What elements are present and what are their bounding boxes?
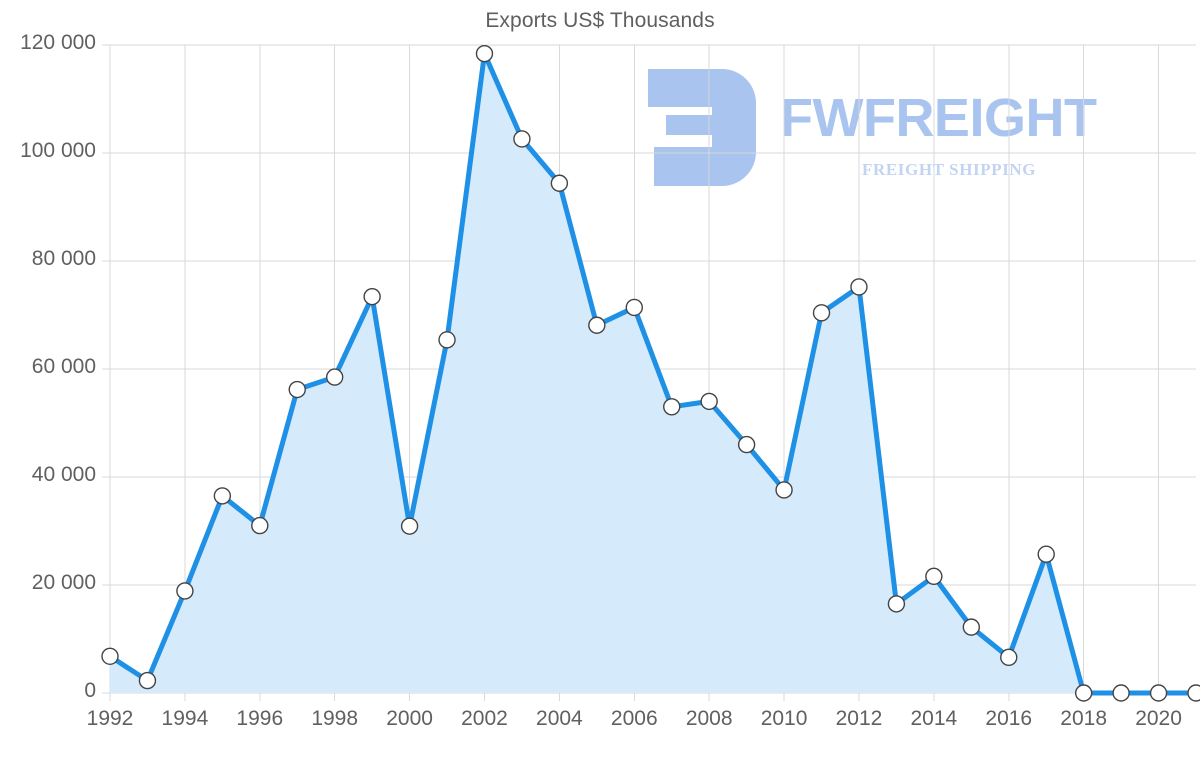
data-point[interactable] <box>550 174 569 192</box>
data-point[interactable] <box>325 368 344 386</box>
y-axis-tick-label: 40 000 <box>31 463 96 486</box>
data-point[interactable] <box>513 130 531 148</box>
area-fill <box>110 53 1196 693</box>
data-point[interactable] <box>176 582 194 600</box>
data-point[interactable] <box>1149 684 1168 702</box>
data-point[interactable] <box>925 567 943 586</box>
x-axis-tick-label: 1992 <box>86 707 134 730</box>
x-axis-tick-label: 2002 <box>461 707 508 730</box>
x-axis-tick-label: 2014 <box>910 707 958 730</box>
data-point[interactable] <box>812 304 831 322</box>
x-axis-tick-label: 2010 <box>760 707 808 730</box>
data-point[interactable] <box>663 398 681 416</box>
y-axis-tick-label: 0 <box>84 679 96 702</box>
x-axis-tick-label: 2012 <box>835 707 883 730</box>
data-point[interactable] <box>363 287 381 306</box>
x-axis-tick-label: 2016 <box>985 707 1033 730</box>
data-point[interactable] <box>475 44 494 63</box>
data-point[interactable] <box>1187 684 1200 702</box>
data-point[interactable] <box>1074 684 1093 702</box>
data-line <box>107 51 1199 696</box>
data-point[interactable] <box>138 671 157 690</box>
x-axis-tick-label: 1998 <box>311 707 359 730</box>
y-axis-tick-label: 60 000 <box>31 355 96 378</box>
x-axis-tick-label: 2004 <box>536 707 583 730</box>
x-axis-tick-label: 2000 <box>386 707 433 730</box>
data-point[interactable] <box>400 517 419 535</box>
data-point[interactable] <box>625 298 643 317</box>
data-point[interactable] <box>850 278 868 296</box>
data-point[interactable] <box>213 487 232 505</box>
x-axis-tick-label: 1994 <box>161 707 209 730</box>
x-axis-tick-label: 1996 <box>236 707 284 730</box>
data-point[interactable] <box>1037 545 1055 563</box>
data-markers <box>101 44 1200 702</box>
data-point[interactable] <box>700 392 718 411</box>
x-axis-tick-label: 2006 <box>610 707 658 730</box>
data-point[interactable] <box>1000 648 1018 667</box>
x-axis-tick-label: 2008 <box>685 707 733 730</box>
data-point[interactable] <box>588 316 606 334</box>
y-axis-tick-label: 100 000 <box>20 139 96 162</box>
x-axis-tick-label: 2018 <box>1060 707 1107 730</box>
y-axis-tick-label: 20 000 <box>31 571 96 594</box>
data-point[interactable] <box>962 618 981 636</box>
data-point[interactable] <box>288 380 306 399</box>
y-axis-tick-label: 120 000 <box>20 31 96 54</box>
data-point[interactable] <box>251 516 269 535</box>
chart-title: Exports US$ Thousands <box>485 9 715 32</box>
data-point[interactable] <box>737 435 756 454</box>
x-axis-tick-label: 2020 <box>1135 707 1182 730</box>
data-point[interactable] <box>101 647 119 665</box>
data-point[interactable] <box>887 595 906 613</box>
data-point[interactable] <box>1112 684 1130 702</box>
y-axis-tick-label: 80 000 <box>31 247 96 270</box>
data-point[interactable] <box>775 481 793 499</box>
data-point[interactable] <box>438 331 456 349</box>
